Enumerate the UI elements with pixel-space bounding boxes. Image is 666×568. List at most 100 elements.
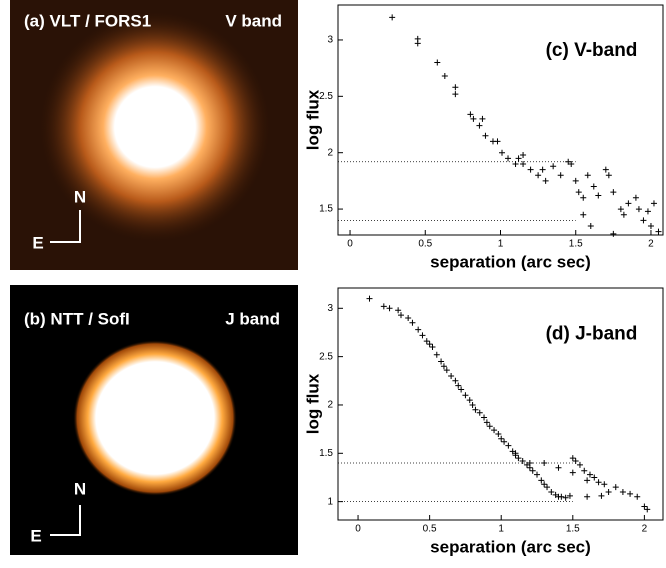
point xyxy=(397,312,404,319)
point xyxy=(366,295,373,302)
point xyxy=(555,464,562,471)
point xyxy=(650,200,657,207)
point xyxy=(548,488,555,495)
point xyxy=(458,386,465,393)
point xyxy=(515,155,522,162)
point xyxy=(610,189,617,196)
point xyxy=(580,194,587,201)
panel-band: J band xyxy=(225,309,280,328)
point xyxy=(482,132,489,139)
point xyxy=(644,208,651,215)
point xyxy=(527,166,534,173)
point xyxy=(438,358,445,365)
point xyxy=(380,303,387,310)
point xyxy=(386,305,393,312)
point xyxy=(476,122,483,129)
point xyxy=(572,177,579,184)
point xyxy=(419,332,426,339)
point xyxy=(644,506,651,513)
point xyxy=(505,442,512,449)
point xyxy=(595,479,602,486)
point xyxy=(434,59,441,66)
x-tick-label: 0 xyxy=(355,524,361,535)
point xyxy=(538,477,545,484)
y-tick-label: 3 xyxy=(327,303,333,314)
chart-title: (c) V-band xyxy=(546,40,638,61)
x-tick-label: 1 xyxy=(498,524,504,535)
point xyxy=(534,471,541,478)
point xyxy=(634,493,641,500)
point xyxy=(481,414,488,421)
point xyxy=(541,481,548,488)
point xyxy=(495,430,502,437)
point xyxy=(569,455,576,462)
y-tick-label: 2.5 xyxy=(319,91,333,102)
point xyxy=(409,319,416,326)
point xyxy=(535,172,542,179)
point xyxy=(455,382,462,389)
point xyxy=(452,91,459,98)
image-panel-b: (b) NTT / SofI J band N E xyxy=(10,285,298,555)
point xyxy=(640,217,647,224)
y-tick-label: 3 xyxy=(327,35,333,46)
point xyxy=(635,206,642,213)
point xyxy=(632,194,639,201)
point xyxy=(568,160,575,167)
point xyxy=(501,438,508,445)
point xyxy=(462,392,469,399)
point xyxy=(440,363,447,370)
y-axis-label: log flux xyxy=(303,89,322,150)
point xyxy=(479,115,486,122)
point xyxy=(491,427,498,434)
chart-title: (d) J-band xyxy=(546,323,638,344)
panel-title: (b) NTT / SofI xyxy=(24,309,130,328)
point xyxy=(426,341,433,348)
y-tick-label: 1 xyxy=(327,496,333,507)
point xyxy=(566,492,573,499)
point xyxy=(483,419,490,426)
point xyxy=(575,189,582,196)
point xyxy=(591,474,598,481)
point xyxy=(587,222,594,229)
point xyxy=(499,149,506,156)
y-axis-label: log flux xyxy=(303,373,322,434)
point xyxy=(601,481,608,488)
x-tick-label: 2 xyxy=(648,239,654,250)
image-panel-a: (a) VLT / FORS1 V band N E xyxy=(10,0,298,270)
point xyxy=(441,73,448,80)
point xyxy=(576,461,583,468)
point xyxy=(466,397,473,404)
x-tick-label: 2 xyxy=(642,524,648,535)
point xyxy=(494,138,501,145)
compass xyxy=(50,505,81,536)
point xyxy=(586,471,593,478)
x-tick-label: 0.5 xyxy=(418,239,432,250)
point xyxy=(565,158,572,165)
point xyxy=(505,155,512,162)
point xyxy=(520,151,527,158)
x-tick-label: 0 xyxy=(347,239,353,250)
point xyxy=(467,111,474,118)
point xyxy=(512,160,519,167)
point xyxy=(617,206,624,213)
point xyxy=(647,222,654,229)
point xyxy=(476,409,483,416)
point xyxy=(620,211,627,218)
point xyxy=(569,469,576,476)
y-tick-label: 1.5 xyxy=(319,204,333,215)
compass xyxy=(50,210,81,243)
point xyxy=(562,494,569,501)
point xyxy=(512,450,519,457)
point xyxy=(515,455,522,462)
point xyxy=(602,166,609,173)
y-tick-label: 2.5 xyxy=(319,351,333,362)
point xyxy=(433,351,440,358)
point xyxy=(539,166,546,173)
point xyxy=(584,493,591,500)
point xyxy=(541,459,548,466)
x-tick-label: 1 xyxy=(498,239,504,250)
point xyxy=(595,192,602,199)
point xyxy=(452,84,459,91)
point xyxy=(443,367,450,374)
